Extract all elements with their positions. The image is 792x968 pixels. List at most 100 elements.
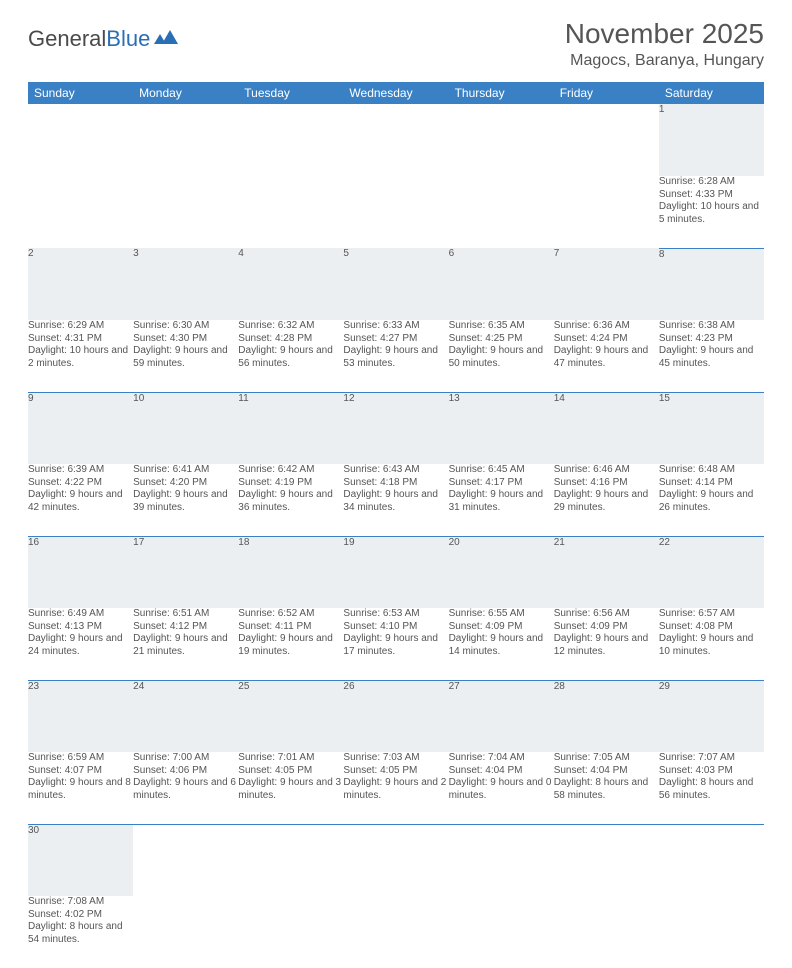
daylight-line: Daylight: 10 hours and 2 minutes. xyxy=(28,345,133,370)
sunrise-line: Sunrise: 6:57 AM xyxy=(659,608,764,621)
sunset-line: Sunset: 4:22 PM xyxy=(28,477,133,490)
day-number-cell: 26 xyxy=(343,680,448,752)
sunset-line: Sunset: 4:23 PM xyxy=(659,333,764,346)
logo-text-1: General xyxy=(28,26,106,52)
location: Magocs, Baranya, Hungary xyxy=(565,52,764,70)
day-cell: Sunrise: 7:07 AMSunset: 4:03 PMDaylight:… xyxy=(659,752,764,824)
daylight-line: Daylight: 10 hours and 5 minutes. xyxy=(659,201,764,226)
day-number-cell: 29 xyxy=(659,680,764,752)
sunset-line: Sunset: 4:05 PM xyxy=(343,765,448,778)
daylight-line: Daylight: 9 hours and 31 minutes. xyxy=(449,489,554,514)
sunset-line: Sunset: 4:09 PM xyxy=(554,621,659,634)
day-number-cell: 14 xyxy=(554,392,659,464)
weekday-header: Sunday xyxy=(28,82,133,104)
day-number-cell: 24 xyxy=(133,680,238,752)
logo: GeneralBlue xyxy=(28,26,180,52)
sunrise-line: Sunrise: 7:08 AM xyxy=(28,896,133,909)
sunset-line: Sunset: 4:30 PM xyxy=(133,333,238,346)
day-number-cell: 23 xyxy=(28,680,133,752)
sunset-line: Sunset: 4:11 PM xyxy=(238,621,343,634)
daylight-line: Daylight: 8 hours and 54 minutes. xyxy=(28,921,133,946)
sunset-line: Sunset: 4:24 PM xyxy=(554,333,659,346)
sunset-line: Sunset: 4:19 PM xyxy=(238,477,343,490)
day-cell: Sunrise: 6:42 AMSunset: 4:19 PMDaylight:… xyxy=(238,464,343,536)
daylight-line: Daylight: 9 hours and 12 minutes. xyxy=(554,633,659,658)
sunset-line: Sunset: 4:25 PM xyxy=(449,333,554,346)
day-number-cell xyxy=(659,824,764,896)
day-number-row: 9101112131415 xyxy=(28,392,764,464)
daylight-line: Daylight: 9 hours and 24 minutes. xyxy=(28,633,133,658)
daylight-line: Daylight: 9 hours and 42 minutes. xyxy=(28,489,133,514)
daylight-line: Daylight: 9 hours and 59 minutes. xyxy=(133,345,238,370)
day-number-cell: 13 xyxy=(449,392,554,464)
day-number-cell: 1 xyxy=(659,104,764,176)
daylight-line: Daylight: 9 hours and 0 minutes. xyxy=(449,777,554,802)
daylight-line: Daylight: 9 hours and 26 minutes. xyxy=(659,489,764,514)
flag-icon xyxy=(154,26,180,52)
sunrise-line: Sunrise: 6:56 AM xyxy=(554,608,659,621)
day-number-cell xyxy=(238,104,343,176)
day-cell xyxy=(238,896,343,968)
day-number-cell: 30 xyxy=(28,824,133,896)
daylight-line: Daylight: 9 hours and 2 minutes. xyxy=(343,777,448,802)
sunset-line: Sunset: 4:04 PM xyxy=(449,765,554,778)
sunrise-line: Sunrise: 6:42 AM xyxy=(238,464,343,477)
weekday-header: Monday xyxy=(133,82,238,104)
sunset-line: Sunset: 4:06 PM xyxy=(133,765,238,778)
day-number-cell: 16 xyxy=(28,536,133,608)
sunset-line: Sunset: 4:13 PM xyxy=(28,621,133,634)
day-cell: Sunrise: 7:01 AMSunset: 4:05 PMDaylight:… xyxy=(238,752,343,824)
day-number-cell xyxy=(449,824,554,896)
sunrise-line: Sunrise: 6:51 AM xyxy=(133,608,238,621)
daylight-line: Daylight: 8 hours and 58 minutes. xyxy=(554,777,659,802)
sunrise-line: Sunrise: 6:28 AM xyxy=(659,176,764,189)
day-cell xyxy=(343,176,448,248)
day-cell: Sunrise: 6:39 AMSunset: 4:22 PMDaylight:… xyxy=(28,464,133,536)
day-number-cell: 15 xyxy=(659,392,764,464)
sunrise-line: Sunrise: 7:05 AM xyxy=(554,752,659,765)
sunset-line: Sunset: 4:14 PM xyxy=(659,477,764,490)
sunset-line: Sunset: 4:16 PM xyxy=(554,477,659,490)
day-number-cell: 28 xyxy=(554,680,659,752)
day-number-cell: 9 xyxy=(28,392,133,464)
daylight-line: Daylight: 9 hours and 19 minutes. xyxy=(238,633,343,658)
daylight-line: Daylight: 9 hours and 34 minutes. xyxy=(343,489,448,514)
sunrise-line: Sunrise: 7:01 AM xyxy=(238,752,343,765)
sunrise-line: Sunrise: 6:43 AM xyxy=(343,464,448,477)
day-cell xyxy=(238,176,343,248)
daylight-line: Daylight: 9 hours and 53 minutes. xyxy=(343,345,448,370)
daylight-line: Daylight: 8 hours and 56 minutes. xyxy=(659,777,764,802)
daylight-line: Daylight: 9 hours and 3 minutes. xyxy=(238,777,343,802)
daylight-line: Daylight: 9 hours and 45 minutes. xyxy=(659,345,764,370)
day-number-cell: 6 xyxy=(449,248,554,320)
sunrise-line: Sunrise: 6:38 AM xyxy=(659,320,764,333)
day-number-cell: 27 xyxy=(449,680,554,752)
logo-text-2: Blue xyxy=(106,26,150,52)
daylight-line: Daylight: 9 hours and 56 minutes. xyxy=(238,345,343,370)
daylight-line: Daylight: 9 hours and 47 minutes. xyxy=(554,345,659,370)
day-number-cell xyxy=(449,104,554,176)
day-number-cell xyxy=(133,104,238,176)
sunset-line: Sunset: 4:20 PM xyxy=(133,477,238,490)
day-number-cell: 18 xyxy=(238,536,343,608)
day-number-row: 1 xyxy=(28,104,764,176)
daylight-line: Daylight: 9 hours and 39 minutes. xyxy=(133,489,238,514)
sunset-line: Sunset: 4:18 PM xyxy=(343,477,448,490)
day-number-cell: 8 xyxy=(659,248,764,320)
weekday-header: Thursday xyxy=(449,82,554,104)
month-title: November 2025 xyxy=(565,18,764,50)
day-cell: Sunrise: 7:03 AMSunset: 4:05 PMDaylight:… xyxy=(343,752,448,824)
day-number-row: 16171819202122 xyxy=(28,536,764,608)
day-number-cell: 11 xyxy=(238,392,343,464)
day-body-row: Sunrise: 6:39 AMSunset: 4:22 PMDaylight:… xyxy=(28,464,764,536)
day-cell: Sunrise: 6:41 AMSunset: 4:20 PMDaylight:… xyxy=(133,464,238,536)
daylight-line: Daylight: 9 hours and 21 minutes. xyxy=(133,633,238,658)
day-number-cell xyxy=(554,824,659,896)
day-cell: Sunrise: 6:32 AMSunset: 4:28 PMDaylight:… xyxy=(238,320,343,392)
day-number-cell xyxy=(238,824,343,896)
day-cell: Sunrise: 6:45 AMSunset: 4:17 PMDaylight:… xyxy=(449,464,554,536)
day-cell: Sunrise: 6:29 AMSunset: 4:31 PMDaylight:… xyxy=(28,320,133,392)
day-cell: Sunrise: 6:53 AMSunset: 4:10 PMDaylight:… xyxy=(343,608,448,680)
day-cell: Sunrise: 6:38 AMSunset: 4:23 PMDaylight:… xyxy=(659,320,764,392)
header: GeneralBlue November 2025 Magocs, Barany… xyxy=(28,18,764,70)
